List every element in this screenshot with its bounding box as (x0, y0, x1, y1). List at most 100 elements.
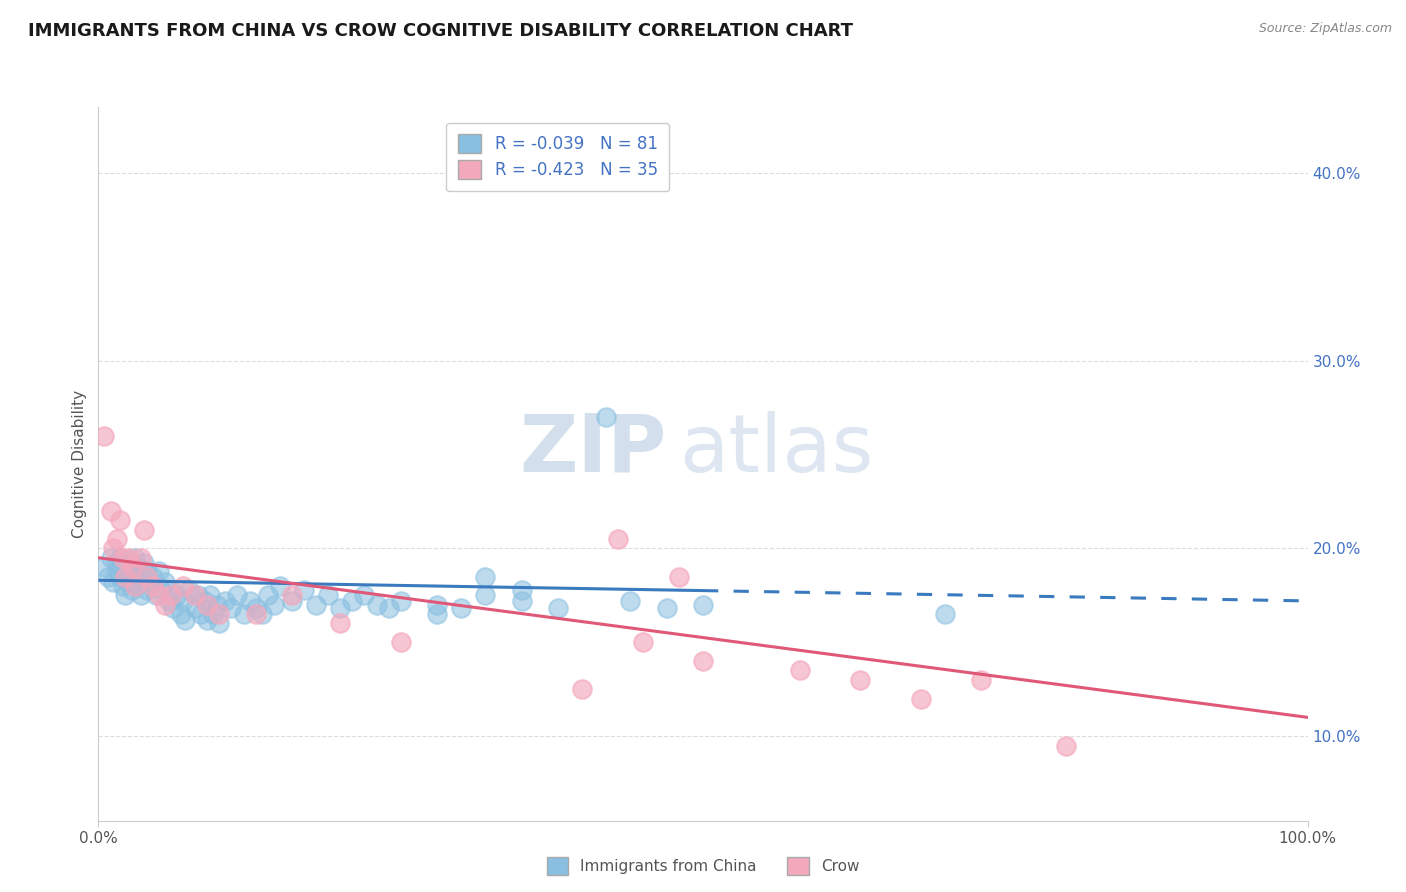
Point (138, 575, 160, 590)
Point (121, 564, 143, 578)
Point (910, 691, 932, 706)
Point (118, 550, 141, 565)
Point (377, 601, 399, 615)
Point (281, 588, 304, 602)
Point (1054, 739, 1077, 753)
Point (305, 598, 328, 612)
Point (389, 594, 412, 608)
Point (97, 569, 120, 583)
Point (474, 588, 496, 602)
Point (179, 582, 201, 597)
Point (571, 682, 593, 697)
Point (329, 601, 352, 615)
Point (127, 560, 149, 574)
Point (934, 607, 956, 621)
Point (226, 588, 249, 602)
Point (426, 607, 449, 621)
Point (849, 673, 872, 687)
Point (174, 613, 197, 627)
Text: IMMIGRANTS FROM CHINA VS CROW COGNITIVE DISABILITY CORRELATION CHART: IMMIGRANTS FROM CHINA VS CROW COGNITIVE … (28, 22, 853, 40)
Point (93, 428, 115, 442)
Point (160, 588, 183, 602)
Point (114, 588, 136, 602)
Point (129, 569, 152, 583)
Point (111, 550, 134, 565)
Point (692, 654, 714, 668)
Point (124, 569, 146, 583)
Point (153, 598, 176, 612)
Point (105, 532, 128, 546)
Point (631, 635, 654, 649)
Point (195, 613, 218, 627)
Point (124, 550, 146, 565)
Point (101, 575, 124, 590)
Point (121, 582, 143, 597)
Point (292, 582, 315, 597)
Point (118, 575, 141, 590)
Point (450, 601, 472, 615)
Point (194, 594, 217, 608)
Point (221, 601, 243, 615)
Point (329, 616, 352, 631)
Point (108, 513, 131, 527)
Point (668, 569, 690, 583)
Point (316, 588, 339, 602)
Point (134, 557, 156, 571)
Point (366, 598, 388, 612)
Text: Source: ZipAtlas.com: Source: ZipAtlas.com (1258, 22, 1392, 36)
Point (93, 560, 115, 574)
Point (187, 588, 209, 602)
Point (100, 550, 122, 565)
Point (281, 594, 304, 608)
Point (619, 594, 641, 608)
Point (692, 598, 714, 612)
Point (169, 607, 191, 621)
Point (105, 564, 128, 578)
Point (353, 588, 375, 602)
Point (134, 523, 156, 537)
Point (118, 557, 141, 571)
Text: atlas: atlas (679, 410, 873, 489)
Point (263, 598, 285, 612)
Point (214, 594, 236, 608)
Point (547, 601, 569, 615)
Point (114, 569, 136, 583)
Point (426, 598, 449, 612)
Point (127, 579, 149, 593)
Point (184, 601, 207, 615)
Point (111, 560, 134, 574)
Point (198, 588, 221, 602)
Point (172, 579, 194, 593)
Point (789, 664, 811, 678)
Point (135, 569, 157, 583)
Point (510, 594, 533, 608)
Point (195, 598, 218, 612)
Point (142, 579, 165, 593)
Point (121, 560, 143, 574)
Point (655, 601, 678, 615)
Point (108, 569, 131, 583)
Point (114, 569, 136, 583)
Point (153, 575, 176, 590)
Point (135, 564, 157, 578)
Point (142, 569, 165, 583)
Point (157, 594, 180, 608)
Point (105, 557, 128, 571)
Point (245, 601, 267, 615)
Legend: Immigrants from China, Crow: Immigrants from China, Crow (540, 851, 866, 880)
Point (172, 594, 194, 608)
Point (208, 616, 231, 631)
Point (111, 579, 134, 593)
Point (184, 588, 207, 602)
Point (474, 569, 496, 583)
Point (135, 582, 157, 597)
Point (160, 582, 183, 597)
Point (245, 607, 267, 621)
Point (129, 588, 152, 602)
Point (162, 601, 184, 615)
Point (108, 550, 131, 565)
Point (510, 582, 533, 597)
Point (202, 607, 225, 621)
Point (166, 588, 188, 602)
Text: ZIP: ZIP (519, 410, 666, 489)
